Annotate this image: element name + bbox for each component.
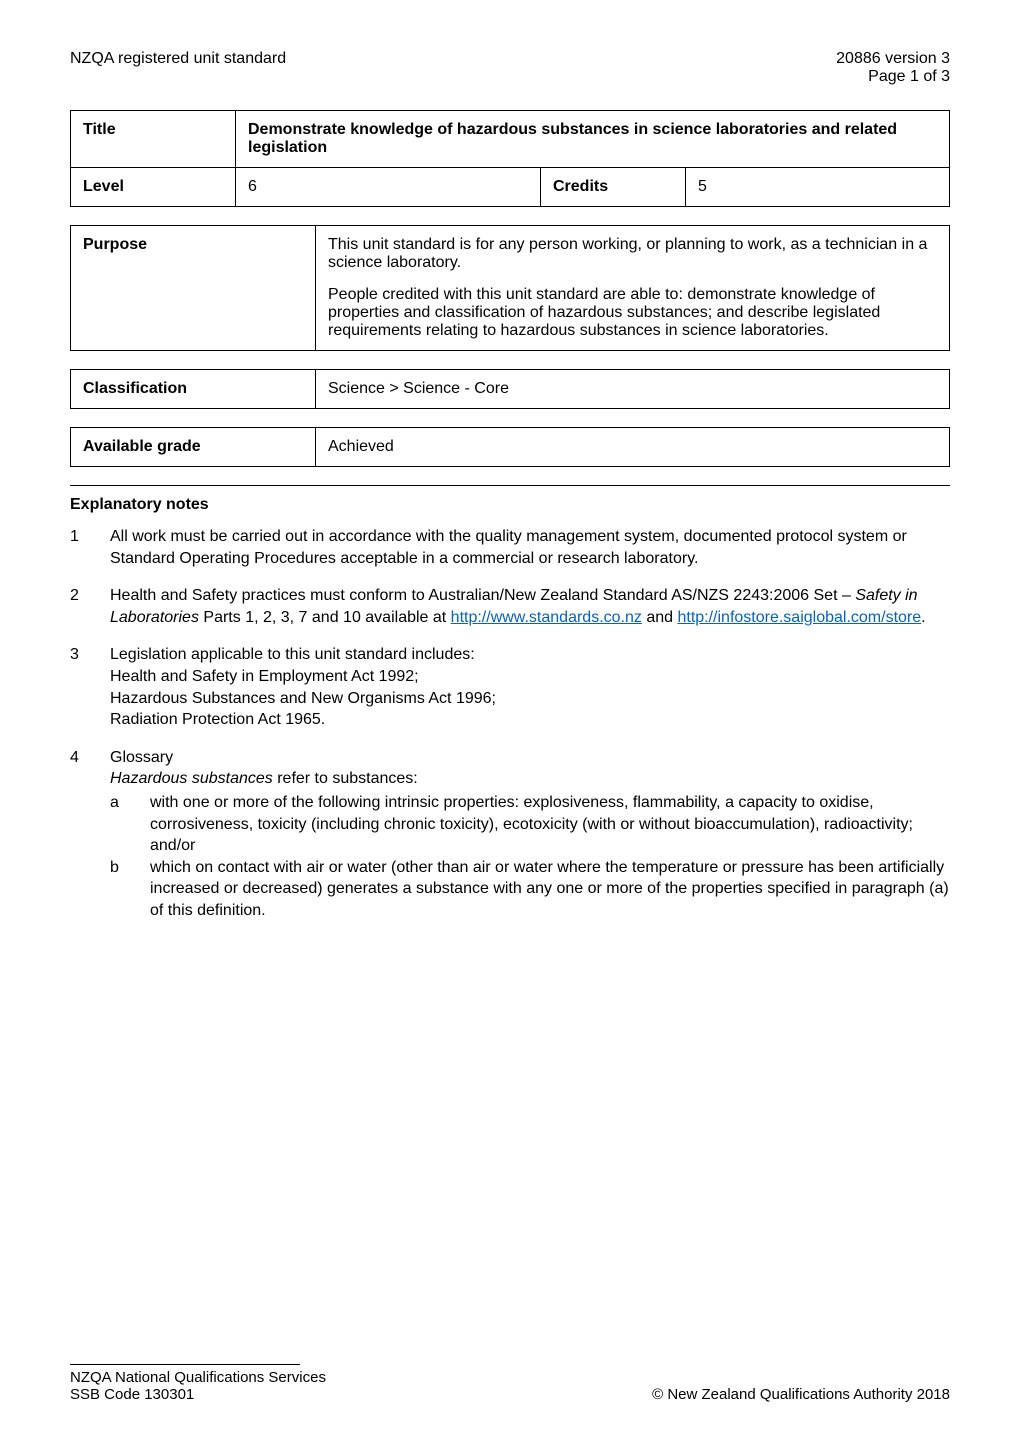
note-3-line: Health and Safety in Employment Act 1992…	[110, 666, 950, 688]
purpose-para1: This unit standard is for any person wor…	[328, 236, 937, 272]
header-code: 20886 version 3	[836, 50, 950, 68]
glossary-heading: Glossary	[110, 747, 950, 769]
note-3-line: Legislation applicable to this unit stan…	[110, 644, 950, 666]
grade-table: Available grade Achieved	[70, 427, 950, 467]
sub-body: which on contact with air or water (othe…	[150, 857, 950, 922]
purpose-label: Purpose	[71, 226, 316, 351]
purpose-value: This unit standard is for any person wor…	[316, 226, 950, 351]
glossary-rest: refer to substances:	[273, 770, 418, 787]
sub-item-b: b which on contact with air or water (ot…	[110, 857, 950, 922]
header-left: NZQA registered unit standard	[70, 50, 286, 86]
header-page: Page 1 of 3	[836, 68, 950, 86]
header-right: 20886 version 3 Page 1 of 3	[836, 50, 950, 86]
classification-table: Classification Science > Science - Core	[70, 369, 950, 409]
footer-left: NZQA National Qualifications Services SS…	[70, 1364, 326, 1403]
note-4: 4 Glossary Hazardous substances refer to…	[70, 747, 950, 922]
note-2-pre: Health and Safety practices must conform…	[110, 587, 855, 604]
sub-letter: a	[110, 792, 150, 857]
saiglobal-link[interactable]: http://infostore.saiglobal.com/store	[677, 609, 921, 626]
note-3-line: Radiation Protection Act 1965.	[110, 709, 950, 731]
note-2-between: and	[642, 609, 678, 626]
glossary-term: Hazardous substances	[110, 770, 273, 787]
note-2-post: .	[921, 609, 925, 626]
note-2: 2 Health and Safety practices must confo…	[70, 585, 950, 628]
note-1: 1 All work must be carried out in accord…	[70, 526, 950, 569]
divider	[70, 485, 950, 486]
title-value: Demonstrate knowledge of hazardous subst…	[236, 111, 950, 168]
page-footer: NZQA National Qualifications Services SS…	[70, 1364, 950, 1403]
grade-label: Available grade	[71, 428, 316, 467]
standards-link[interactable]: http://www.standards.co.nz	[451, 609, 642, 626]
level-label: Level	[71, 168, 236, 207]
purpose-para2: People credited with this unit standard …	[328, 286, 937, 340]
note-number: 3	[70, 644, 110, 730]
classification-value: Science > Science - Core	[316, 370, 950, 409]
note-body: Legislation applicable to this unit stan…	[110, 644, 950, 730]
page-header: NZQA registered unit standard 20886 vers…	[70, 50, 950, 86]
title-label: Title	[71, 111, 236, 168]
footer-left-line1: NZQA National Qualifications Services	[70, 1369, 326, 1386]
note-number: 4	[70, 747, 110, 922]
note-body: Health and Safety practices must conform…	[110, 585, 950, 628]
classification-label: Classification	[71, 370, 316, 409]
sub-body: with one or more of the following intrin…	[150, 792, 950, 857]
level-value: 6	[236, 168, 541, 207]
sub-item-a: a with one or more of the following intr…	[110, 792, 950, 857]
credits-label: Credits	[541, 168, 686, 207]
note-number: 2	[70, 585, 110, 628]
purpose-table: Purpose This unit standard is for any pe…	[70, 225, 950, 351]
explanatory-heading: Explanatory notes	[70, 496, 950, 514]
note-2-mid: Parts 1, 2, 3, 7 and 10 available at	[199, 609, 451, 626]
note-body: Glossary Hazardous substances refer to s…	[110, 747, 950, 922]
note-body: All work must be carried out in accordan…	[110, 526, 950, 569]
note-3: 3 Legislation applicable to this unit st…	[70, 644, 950, 730]
note-number: 1	[70, 526, 110, 569]
footer-left-line2: SSB Code 130301	[70, 1386, 326, 1403]
sub-letter: b	[110, 857, 150, 922]
footer-right: © New Zealand Qualifications Authority 2…	[652, 1386, 950, 1403]
credits-value: 5	[686, 168, 950, 207]
note-3-line: Hazardous Substances and New Organisms A…	[110, 688, 950, 710]
explanatory-notes: 1 All work must be carried out in accord…	[70, 526, 950, 922]
title-table: Title Demonstrate knowledge of hazardous…	[70, 110, 950, 207]
grade-value: Achieved	[316, 428, 950, 467]
